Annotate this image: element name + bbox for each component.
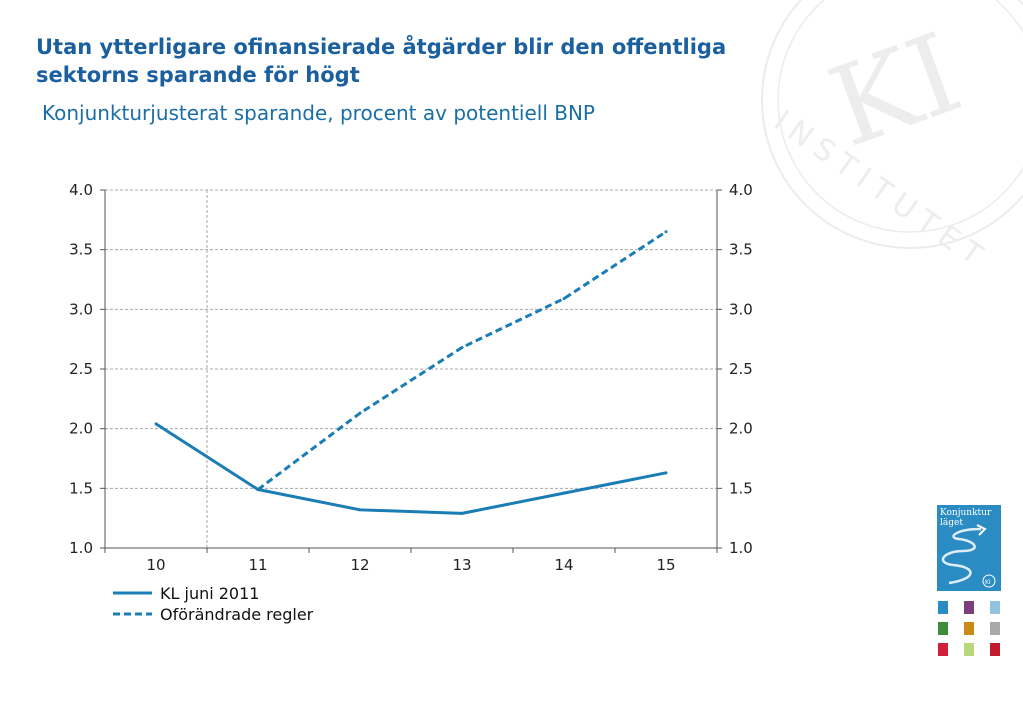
report-cover-image[interactable]: Konjunktur läget KI [937,505,1001,591]
report-thumbnail[interactable] [964,643,974,656]
report-thumbnail[interactable] [964,601,974,614]
data-point [460,346,464,350]
y-tick-label-left: 2.5 [69,360,93,378]
y-tick-label-left: 2.0 [69,420,93,438]
y-tick-label-left: 1.0 [69,539,93,557]
x-tick-label: 12 [350,556,369,574]
x-tick-label: 10 [146,556,165,574]
report-thumbnail[interactable] [938,622,948,635]
legend-label-1: KL juni 2011 [160,584,259,603]
series-line-2 [257,230,667,491]
y-tick-label-left: 4.0 [69,181,93,199]
report-thumbnail[interactable] [938,643,948,656]
report-thumbnail[interactable] [990,622,1000,635]
x-tick-label: 11 [248,556,267,574]
report-thumbnail[interactable] [990,643,1000,656]
data-point [154,422,158,426]
data-point [562,491,566,495]
institute-watermark: KI INSTITUTET [761,0,1023,260]
y-tick-label-left: 3.0 [69,300,93,318]
data-point [256,488,260,492]
data-point [460,511,464,515]
cover-title-line2: läget [940,518,963,528]
y-tick-label-left: 1.5 [69,479,93,497]
x-tick-label: 15 [656,556,675,574]
report-thumbnail[interactable] [964,622,974,635]
y-tick-label-right: 3.5 [729,241,753,259]
report-thumbnail[interactable] [938,601,948,614]
y-tick-label-right: 2.5 [729,360,753,378]
report-thumbnail[interactable] [990,601,1000,614]
y-tick-label-right: 4.0 [729,181,753,199]
series-line-1 [155,422,667,515]
chart-subtitle: Konjunkturjusterat sparande, procent av … [42,101,595,125]
x-tick-label: 13 [452,556,471,574]
data-point [358,508,362,512]
x-tick-label: 14 [554,556,573,574]
data-point [664,230,668,234]
data-point [562,297,566,301]
y-tick-label-right: 2.0 [729,420,753,438]
y-tick-label-right: 1.0 [729,539,753,557]
report-cover-title: Konjunktur läget [940,508,991,528]
y-tick-label-right: 1.5 [729,479,753,497]
page-title: Utan ytterligare ofinansierade åtgärder … [36,35,727,87]
legend-label-2: Oförändrade regler [160,605,314,624]
data-point [358,411,362,415]
cover-swirl-graphic: KI [941,524,996,588]
cover-title-line1: Konjunktur [940,508,992,518]
y-tick-label-left: 3.5 [69,241,93,259]
cover-badge: KI [985,579,991,586]
y-tick-label-right: 3.0 [729,300,753,318]
data-point [664,471,668,475]
